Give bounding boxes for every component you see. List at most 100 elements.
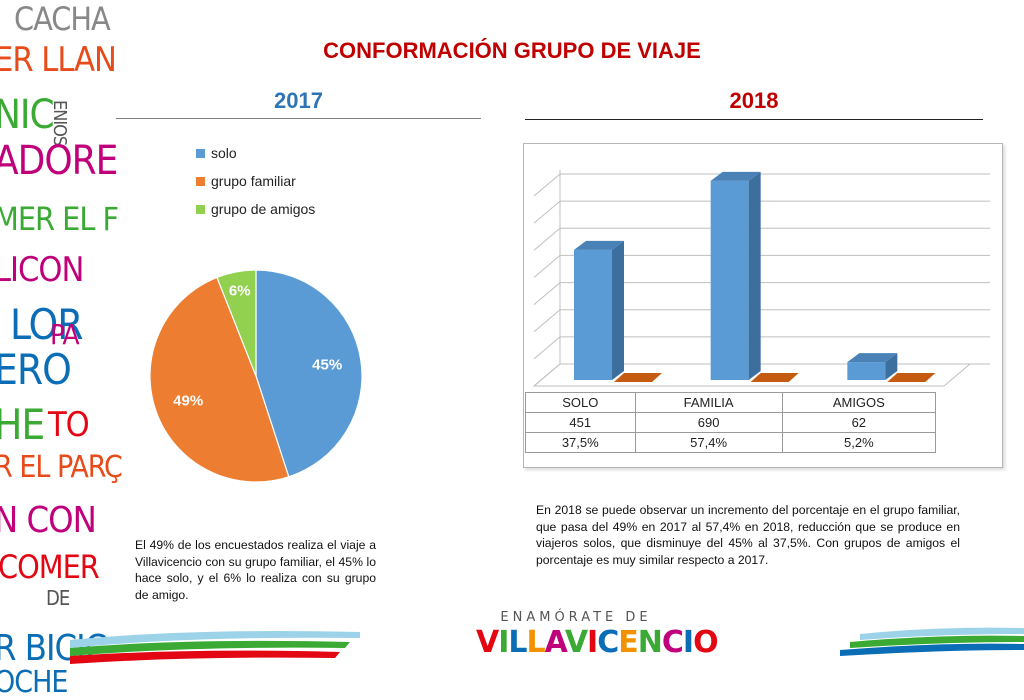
decorative-word: DE xyxy=(46,586,70,610)
table-cell: 62 xyxy=(781,412,937,433)
legend-swatch-grupo-familiar xyxy=(196,176,205,186)
table-row-categories: SOLO FAMILIA AMIGOS xyxy=(525,392,937,413)
bar-side xyxy=(612,240,624,380)
bar-solo-familia-amigos xyxy=(847,362,886,380)
logo-letter: V xyxy=(564,625,588,660)
stripes-left xyxy=(70,631,360,664)
page-title: CONFORMACIÓN GRUPO DE VIAJE xyxy=(323,38,701,63)
logo-wordmark: VILLAVICENCIO xyxy=(476,625,719,660)
note-2018: En 2018 se puede observar un incremento … xyxy=(536,503,960,567)
decorative-word: PA xyxy=(50,318,80,351)
table-row-counts: 451 690 62 xyxy=(525,412,937,433)
gridline-side xyxy=(533,255,561,278)
table-cell: 451 xyxy=(525,412,636,433)
decorative-lettering: CACHA ER LLAN NIC ENIOS ADORE MER EL F LICON LO… xyxy=(0,0,123,700)
year-2017-heading: 2017 xyxy=(274,88,323,113)
bar-solo-familia-amigos xyxy=(710,180,749,380)
bar-top xyxy=(710,171,761,181)
legend-label-grupo-familiar: grupo familiar xyxy=(211,173,296,189)
pie-slice xyxy=(255,269,363,478)
note-2017: El 49% de los encuestados realiza el via… xyxy=(135,538,376,602)
table-cell: 5,2% xyxy=(781,432,937,453)
divider-2018 xyxy=(525,119,983,120)
logo-tagline: ENAMÓRATE DE xyxy=(500,610,652,625)
table-cell: 690 xyxy=(634,412,783,433)
decorative-word: LICON xyxy=(0,250,84,290)
logo-letter: L xyxy=(508,625,527,660)
decorative-word: ER LLAN xyxy=(0,40,117,80)
logo-letter: I xyxy=(587,625,598,660)
bar-top xyxy=(847,353,898,363)
logo-letter: V xyxy=(476,625,499,660)
legend-item-solo: solo xyxy=(196,139,315,167)
bar-side xyxy=(748,171,761,380)
logo-letter: A xyxy=(544,625,566,660)
decorative-word: COMER xyxy=(0,548,100,586)
decorative-word: N CON xyxy=(0,500,97,541)
table-row-percentages: 37,5% 57,4% 5,2% xyxy=(525,432,937,453)
table-cell: FAMILIA xyxy=(634,392,783,413)
bar-percentage xyxy=(887,373,936,382)
bar-top xyxy=(574,240,624,250)
logo-letter: C xyxy=(661,625,684,660)
pie-slice xyxy=(216,269,257,377)
stripes-right xyxy=(840,627,1024,656)
logo-letter: I xyxy=(682,625,694,660)
bar-percentage xyxy=(614,373,662,382)
legend-swatch-grupo-de-amigos xyxy=(196,204,205,214)
logo-letter: E xyxy=(618,625,638,660)
legend-swatch-solo xyxy=(196,148,205,158)
decorative-word: MER EL F xyxy=(0,200,119,238)
table-cell: SOLO xyxy=(525,392,636,413)
pie-chart-2017: 45% 49% 6% xyxy=(149,269,363,483)
decorative-word: R BICIC xyxy=(0,628,107,669)
pie-data-label: 6% xyxy=(229,283,251,300)
pie-slice xyxy=(149,276,290,483)
decorative-word: ADORE xyxy=(0,138,118,184)
gridline-side xyxy=(533,282,561,305)
gridline-side xyxy=(533,309,561,333)
decorative-word: TO xyxy=(48,405,90,445)
decorative-word: NIC xyxy=(0,92,55,138)
decorative-word: CACHA xyxy=(14,0,111,38)
pie-data-label: 45% xyxy=(312,357,342,374)
pie-legend: solo grupo familiar grupo de amigos xyxy=(196,139,315,223)
gridline-side xyxy=(533,363,561,387)
decorative-word: HE xyxy=(0,400,45,449)
gridline-side xyxy=(533,336,561,360)
table-cell: AMIGOS xyxy=(781,392,937,413)
decorative-word: OCHE xyxy=(0,665,68,700)
logo-letter: I xyxy=(498,625,509,660)
stripe-light-blue xyxy=(860,627,1024,640)
bar-chart-data-table: SOLO FAMILIA AMIGOS 451 690 62 37,5% 57,… xyxy=(525,392,937,453)
decorative-word: LOR xyxy=(10,300,84,349)
bar-chart-2018 xyxy=(532,170,990,387)
logo: ENAMÓRATE DE VILLAVICENCIO xyxy=(476,610,719,660)
decorative-word: R EL PARÇ xyxy=(0,450,123,485)
stripe-green xyxy=(850,635,1024,648)
logo-letter: L xyxy=(526,625,546,660)
legend-label-solo: solo xyxy=(211,145,237,161)
decorative-word: ERO xyxy=(0,345,72,394)
stripe-blue xyxy=(840,643,1024,656)
legend-item-grupo-familiar: grupo familiar xyxy=(196,167,315,195)
logo-letter: O xyxy=(693,625,718,660)
gridline-side xyxy=(533,227,561,251)
logo-letter: N xyxy=(637,625,663,660)
bar-solo-familia-amigos xyxy=(574,249,612,380)
stripe-green xyxy=(70,640,350,656)
gridline-side xyxy=(533,173,561,197)
bar-side xyxy=(885,353,898,380)
logo-letter: C xyxy=(597,625,619,660)
pie-data-label: 49% xyxy=(173,392,203,409)
bar-percentage xyxy=(750,373,799,382)
year-2018-heading: 2018 xyxy=(729,88,779,113)
legend-item-grupo-de-amigos: grupo de amigos xyxy=(196,195,315,223)
legend-label-grupo-de-amigos: grupo de amigos xyxy=(211,201,316,217)
stripe-light-blue xyxy=(70,631,360,648)
stripe-red xyxy=(70,650,340,664)
table-cell: 57,4% xyxy=(634,432,783,453)
gridline-side xyxy=(533,200,561,224)
table-cell: 37,5% xyxy=(525,432,636,453)
divider-2017 xyxy=(116,118,481,119)
